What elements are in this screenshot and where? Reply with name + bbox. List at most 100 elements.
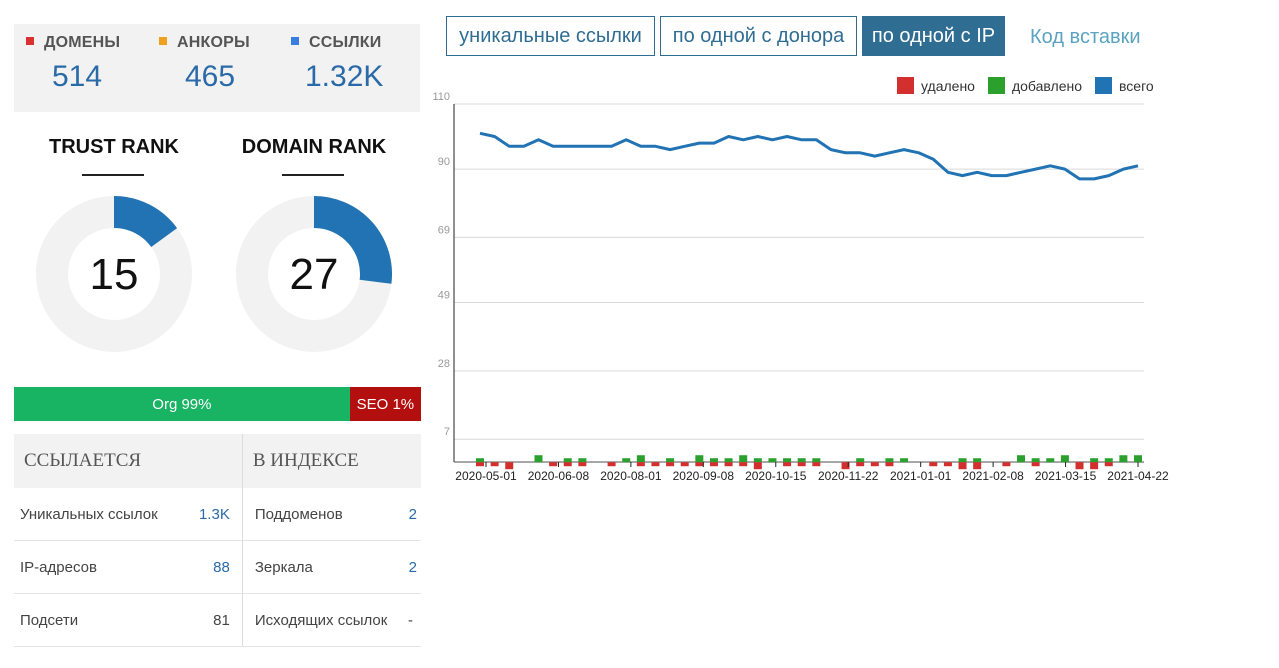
x-tick-label: 2020-10-15 [745,469,807,483]
legend-total-swatch [1095,77,1112,94]
removed-bar [841,462,850,470]
added-bar [783,458,792,463]
added-bar [709,458,718,463]
removed-bar [709,462,718,467]
removed-bar [578,462,587,467]
x-tick-label: 2021-01-01 [890,469,952,483]
trust-rank-title: TRUST RANK [49,136,179,158]
org-share-segment: Org 99% [14,387,350,421]
removed-bar [695,462,704,467]
added-bar [1046,458,1055,463]
y-tick-label: 7 [444,426,450,438]
removed-bar [739,462,748,467]
outgoing-links-value: - [405,593,421,647]
removed-bar [505,462,514,470]
chart-legend: удалено добавлено всего [897,77,1167,94]
x-tick-label: 2020-11-22 [818,469,879,483]
donut-arc [113,196,178,248]
added-bar [578,458,587,463]
removed-bar [856,462,865,467]
org-seo-split-bar: Org 99% SEO 1% [14,387,421,421]
added-bar [1134,455,1142,463]
trust-rank-divider [82,174,144,176]
removed-bar [636,462,645,467]
removed-bar [666,462,675,467]
y-tick-label: 110 [432,91,450,103]
table-row: Подсети 81 Исходящих ссылок - [14,593,421,647]
stat-domains-value: 514 [52,60,103,93]
table-row: Уникальных ссылок 1.3K Поддоменов 2 [14,488,421,541]
unique-links-value[interactable]: 1.3K [188,488,243,541]
stat-links-value: 1.32K [305,60,384,93]
stat-anchors-marker [159,37,167,45]
domain-rank-title: DOMAIN RANK [241,136,387,158]
stat-anchors: АНКОРЫ 465 [159,34,250,94]
legend-removed-label: удалено [921,77,975,94]
added-bar [695,455,704,463]
removed-bar [929,462,938,467]
subdomains-value[interactable]: 2 [405,488,421,541]
removed-bar [607,462,616,467]
ip-addresses-label: IP-адресов [14,540,189,594]
added-bar [622,458,631,463]
tab-one-per-ip[interactable]: по одной с IP [862,16,1005,56]
added-bar [1060,455,1069,463]
legend-total[interactable]: всего [1095,77,1154,94]
added-bar [958,458,967,463]
donut-arc [313,196,392,284]
links-history-chart: 110 90 69 49 28 7 2020-05-01 2020-06-08 2020-08-… [432,91,1169,483]
embed-code-link[interactable]: Код вставки [1030,26,1141,48]
mirrors-label: Зеркала [241,540,406,594]
subnets-value: 81 [188,593,243,647]
stat-anchors-value: 465 [185,60,236,93]
added-bar [563,458,572,463]
x-tick-label: 2021-02-08 [962,469,1024,483]
tab-one-per-donor[interactable]: по одной с донора [660,16,857,56]
removed-bar [870,462,879,467]
added-bar [1104,458,1113,463]
x-tick-label: 2020-08-01 [600,469,662,483]
mirrors-value[interactable]: 2 [405,540,421,594]
removed-bar [753,462,762,470]
subnets-label: Подсети [14,593,189,647]
ip-addresses-value[interactable]: 88 [188,540,243,594]
subdomains-label: Поддоменов [241,488,406,541]
added-bar [739,455,748,463]
removed-bar [549,462,558,467]
total-line [479,131,1139,181]
x-tick-label: 2020-06-08 [528,469,590,483]
removed-bar [724,462,733,467]
trust-rank-donut [36,196,192,352]
index-header: В ИНДЕКСЕ [241,434,421,488]
added-bar [900,458,909,463]
legend-added-label: добавлено [1011,77,1082,94]
added-bar [724,458,733,463]
x-tick-label: 2021-03-15 [1035,469,1097,483]
trust-rank-value: 15 [89,250,139,299]
added-bar [856,458,865,463]
stat-links-label: ССЫЛКИ [309,34,382,51]
added-bar [1031,458,1040,463]
removed-bar [943,462,952,467]
removed-bar [797,462,806,467]
table-row: IP-адресов 88 Зеркала 2 [14,540,421,594]
domain-rank-donut [236,196,392,352]
removed-bar [651,462,660,467]
y-tick-label: 90 [438,156,450,168]
added-bar [1090,458,1099,463]
added-bar [885,458,894,463]
legend-removed-swatch [897,77,914,94]
added-bar [753,458,762,463]
added-bar [636,455,645,463]
links-header: ССЫЛАЕТСЯ [14,434,243,488]
tab-unique-links[interactable]: уникальные ссылки [446,16,655,56]
stat-links-marker [291,37,299,45]
y-tick-label: 28 [438,358,450,370]
removed-bar [563,462,572,467]
removed-bar [812,462,821,467]
legend-added-swatch [987,77,1005,94]
legend-removed[interactable]: удалено [897,77,975,94]
removed-bar [958,462,967,470]
added-bar [666,458,675,463]
legend-added[interactable]: добавлено [987,77,1082,94]
